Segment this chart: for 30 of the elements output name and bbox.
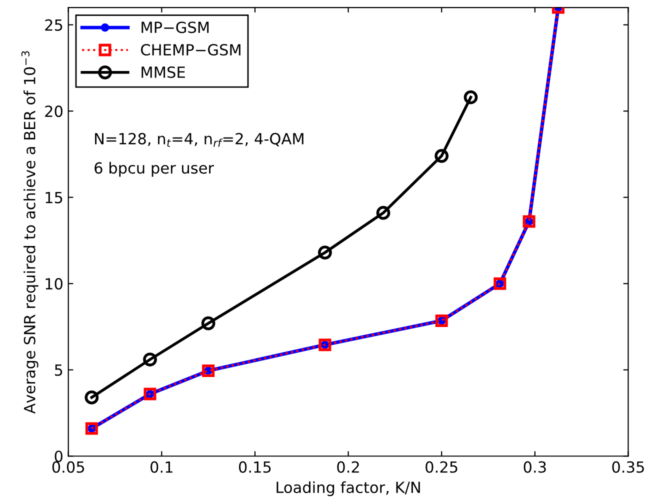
point xyxy=(85,422,98,435)
x-axis-title: Loading factor, K/N xyxy=(276,481,420,496)
legend-label: MMSE xyxy=(142,66,185,78)
y-tick-label: 20 xyxy=(45,106,62,118)
y-axis-title: Average SNR required to achieve a BER of 10$^{−3}$ xyxy=(21,51,38,414)
y-tick-label: 15 xyxy=(46,192,62,204)
x-tick-label: 0.25 xyxy=(426,461,458,473)
point xyxy=(84,390,99,404)
y-tick-label: 10 xyxy=(46,278,62,290)
x-tick-label: 0.2 xyxy=(337,461,359,473)
x-tick-label: 0.35 xyxy=(612,461,644,473)
y-tick-label: 5 xyxy=(54,364,62,376)
point xyxy=(202,364,215,377)
y-tick-label: 25 xyxy=(45,19,62,31)
point xyxy=(435,314,448,327)
x-tick-label: 0.1 xyxy=(150,461,172,473)
annotation: 6 bpcu per user xyxy=(94,162,214,177)
x-tick-label: 0.15 xyxy=(238,461,271,473)
x-tick-label: 0.3 xyxy=(524,461,546,473)
point xyxy=(376,206,390,220)
point xyxy=(201,316,216,330)
y-tick-label: 0 xyxy=(54,450,62,462)
point xyxy=(143,352,157,366)
point xyxy=(464,90,478,104)
annotation: N=128, n$_{t}$=4, n$_{rf}$=2, 4-QAM xyxy=(95,132,304,147)
x-tick-label: 0.05 xyxy=(52,461,84,473)
point xyxy=(318,246,332,260)
legend-label: MP−GSM xyxy=(142,22,209,34)
point xyxy=(434,148,449,163)
legend-label: CHEMP−GSM xyxy=(141,44,240,56)
